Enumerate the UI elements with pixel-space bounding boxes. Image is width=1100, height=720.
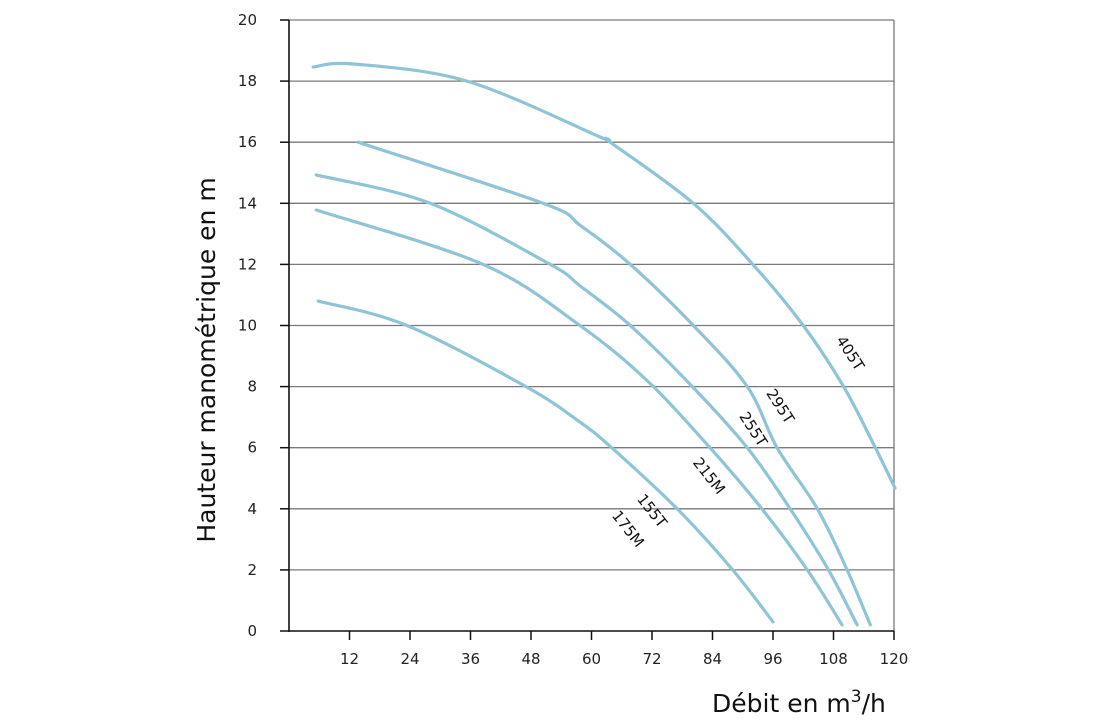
x-axis-title-sup: 3 bbox=[851, 687, 862, 707]
curve-155t-175m bbox=[316, 299, 775, 624]
y-tick-label: 16 bbox=[238, 133, 257, 151]
curve-label-295t: 295T bbox=[762, 386, 798, 428]
x-tick-label: 72 bbox=[642, 650, 661, 668]
curves bbox=[311, 61, 897, 627]
x-tick-label: 60 bbox=[582, 650, 601, 668]
curve-255t bbox=[314, 173, 859, 627]
y-tick-label: 14 bbox=[238, 194, 257, 212]
y-axis-title: Hauteur manométrique en m bbox=[192, 177, 221, 542]
y-tick-label: 2 bbox=[247, 561, 257, 579]
curve-label-255t: 255T bbox=[735, 409, 771, 451]
gridlines bbox=[289, 19, 895, 631]
x-tick-label: 120 bbox=[880, 650, 909, 668]
curve-label-175m: 175M bbox=[608, 507, 648, 551]
x-tick-label: 96 bbox=[763, 650, 782, 668]
x-axis-title: Débit en m3/h bbox=[712, 687, 886, 718]
x-tick-label: 36 bbox=[461, 650, 480, 668]
y-tick-label: 6 bbox=[247, 439, 257, 457]
x-tick-label: 48 bbox=[521, 650, 540, 668]
x-axis-title-suffix: /h bbox=[862, 689, 886, 718]
y-tick-label: 0 bbox=[247, 622, 257, 640]
x-tick-label: 12 bbox=[340, 650, 359, 668]
y-tick-label: 20 bbox=[238, 11, 257, 29]
y-tick-label: 18 bbox=[238, 72, 257, 90]
y-tick-label: 12 bbox=[238, 255, 257, 273]
x-tick-label: 24 bbox=[400, 650, 419, 668]
x-axis-title-main: Débit en m bbox=[712, 689, 851, 718]
y-tick-label: 10 bbox=[238, 317, 257, 335]
curve-405t bbox=[311, 61, 897, 490]
curve-215m bbox=[314, 208, 844, 627]
x-tick-label: 108 bbox=[819, 650, 848, 668]
x-tick-label: 84 bbox=[703, 650, 722, 668]
y-tick-label: 4 bbox=[247, 500, 257, 518]
y-tick-label: 8 bbox=[247, 378, 257, 396]
curve-label-405t: 405T bbox=[832, 333, 868, 375]
curve-295t bbox=[356, 140, 872, 627]
